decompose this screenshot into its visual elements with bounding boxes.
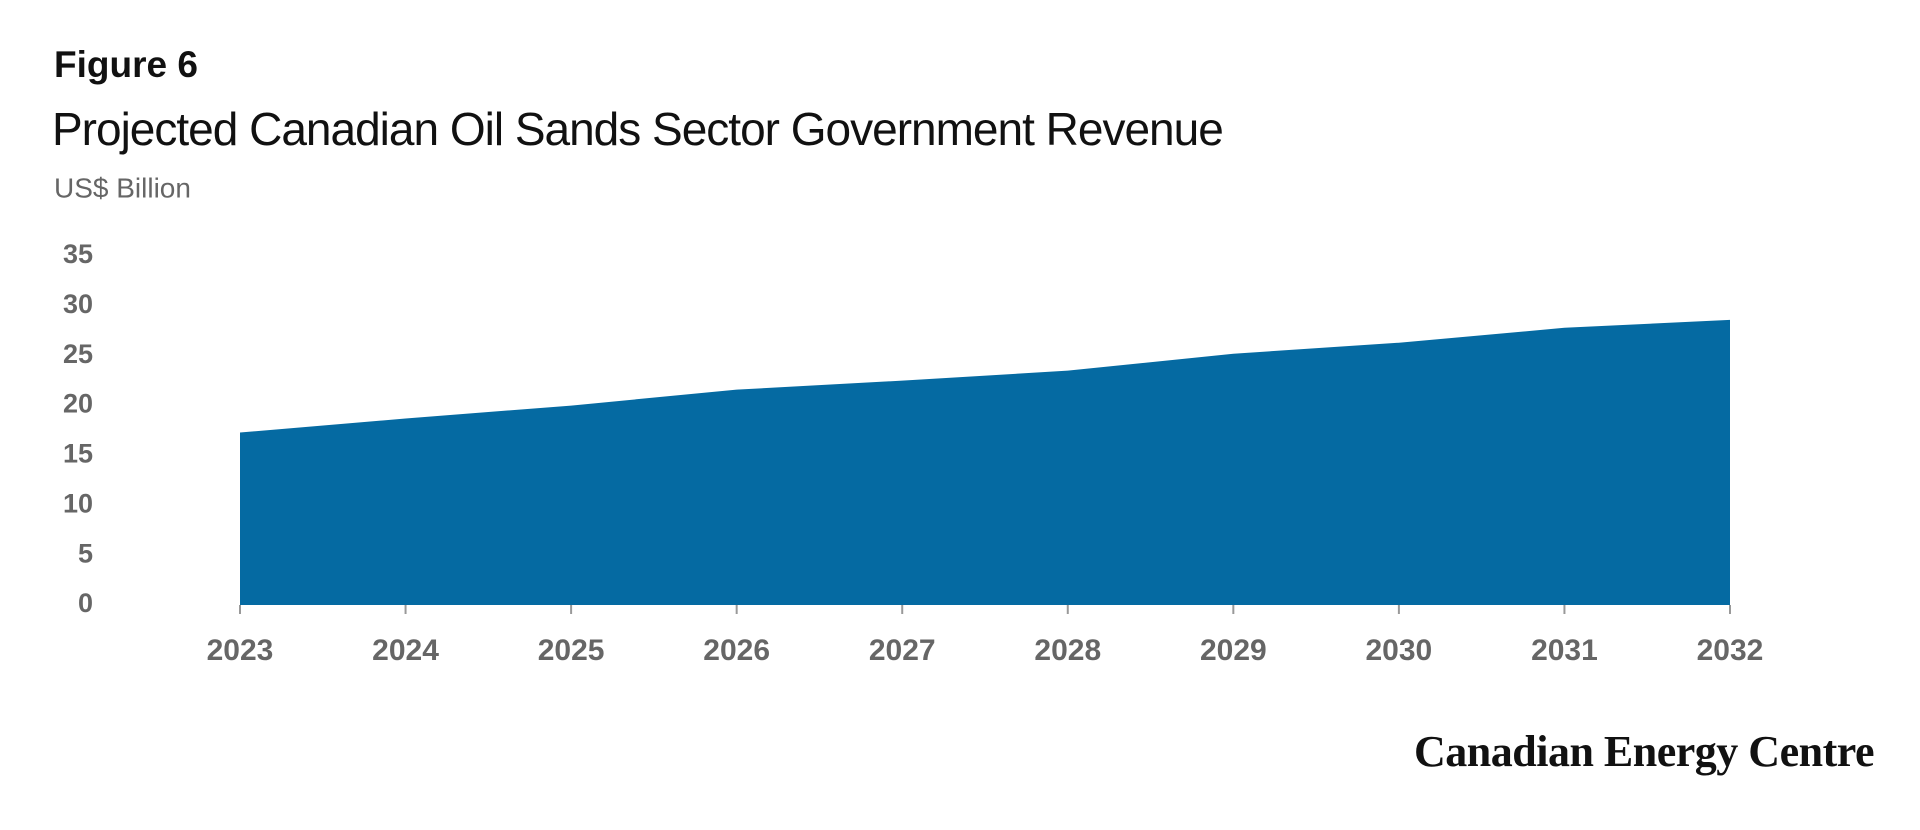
y-tick-label: 15	[63, 439, 93, 469]
y-tick-label: 5	[78, 538, 93, 568]
source-brand: Canadian Energy Centre	[1414, 727, 1874, 776]
x-tick-label: 2029	[1200, 634, 1267, 667]
x-tick-label: 2024	[372, 634, 439, 667]
y-tick-label: 0	[78, 588, 93, 618]
x-tick-label: 2028	[1034, 634, 1101, 667]
area	[240, 319, 1730, 605]
x-tick-label: 2023	[207, 634, 274, 667]
x-tick-label: 2026	[703, 634, 770, 667]
y-tick-label: 10	[63, 488, 93, 518]
x-tick-label: 2032	[1697, 634, 1764, 667]
x-tick-label: 2030	[1366, 634, 1433, 667]
chart-subtitle: US$ Billion	[54, 172, 191, 203]
x-tick-label: 2031	[1531, 634, 1598, 667]
y-tick-label: 35	[63, 239, 93, 269]
y-tick-label: 30	[63, 289, 93, 319]
y-tick-label: 20	[63, 389, 93, 419]
y-tick-label: 25	[63, 339, 93, 369]
x-tick-label: 2025	[538, 634, 605, 667]
x-tick-label: 2027	[869, 634, 936, 667]
figure-label: Figure 6	[54, 44, 198, 85]
chart-title: Projected Canadian Oil Sands Sector Gove…	[52, 103, 1223, 155]
